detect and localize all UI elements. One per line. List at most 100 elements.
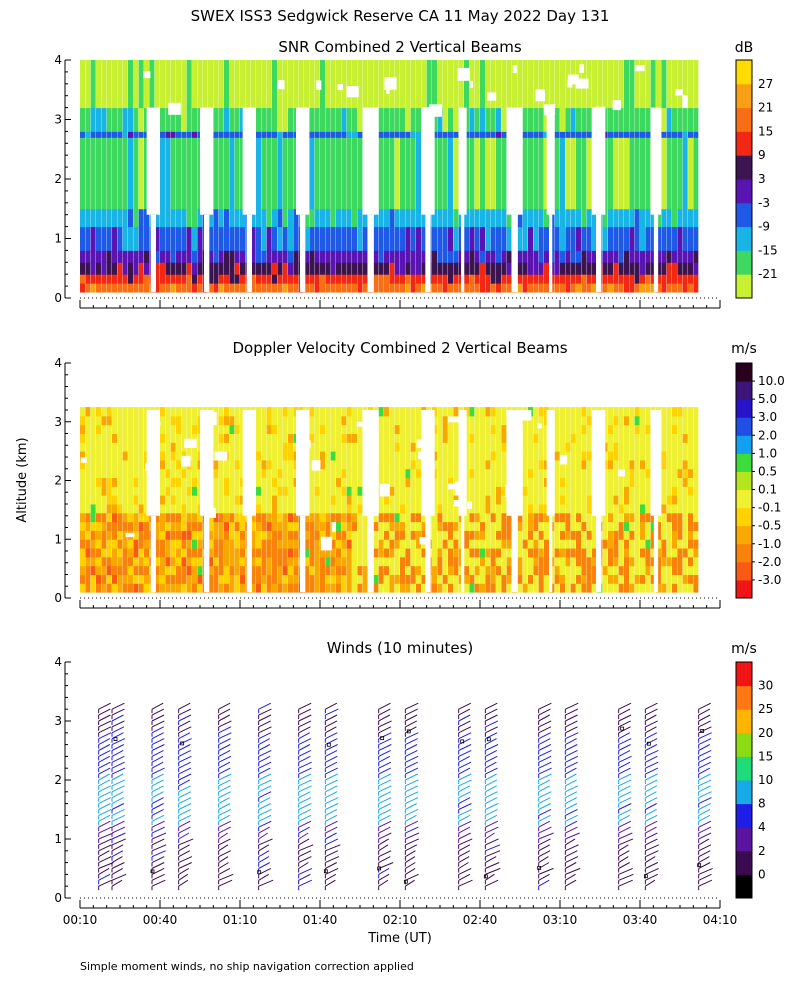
doppler-cell [160,548,165,558]
doppler-cell [490,574,496,584]
snr-cell [272,60,277,109]
doppler-speckle [505,485,516,497]
doppler-cell [330,433,336,443]
doppler-cell [357,486,363,496]
doppler-cell [192,468,197,479]
snr-cell [309,274,315,284]
wind-barb [618,867,633,875]
doppler-cell [144,415,149,426]
snr-cell [480,262,485,275]
doppler-cell [138,504,144,514]
doppler-cell [128,407,133,417]
doppler-cell [240,459,245,470]
doppler-cell [277,407,283,417]
doppler-cell [378,433,384,443]
doppler-cell [677,468,683,479]
snr-cell [288,208,293,228]
doppler-cell [85,407,91,417]
doppler-cell [400,415,405,426]
doppler-cell [565,459,571,470]
wind-barb [298,720,312,728]
snr-cell [570,274,576,284]
doppler-cell [410,495,416,505]
doppler-cell [480,539,485,549]
snr-cell [357,137,363,210]
doppler-cell [560,504,565,514]
doppler-cell [288,442,293,452]
doppler-cell [133,407,139,417]
snr-cell [490,274,496,284]
doppler-cell [293,433,299,443]
doppler-cell [565,415,571,426]
wind-barb [565,738,577,746]
doppler-cell [373,574,379,584]
doppler-cell [586,583,592,593]
snr-cell [362,208,368,228]
snr-cell [538,107,544,132]
doppler-cell [309,477,315,487]
wind-barb [458,744,472,751]
snr-cell [640,208,645,228]
doppler-cell [485,565,491,575]
snr-cell [80,250,85,263]
doppler-cell [400,574,405,584]
doppler-cell [656,556,661,567]
doppler-cell [661,512,667,523]
doppler-cell [165,539,171,549]
snr-cell [208,274,213,284]
doppler-cell [144,407,149,417]
doppler-gap [596,515,602,593]
snr-cell [560,262,565,275]
wind-barb [458,791,472,799]
wind-barb [485,720,499,728]
snr-cell [170,137,176,210]
doppler-cell [490,424,496,434]
snr-cell [170,131,176,138]
doppler-cell [85,539,91,549]
snr-cell [432,250,437,263]
wind-barb [645,720,658,728]
doppler-cell [304,548,309,558]
snr-gap [549,214,553,293]
wind-barb [178,867,190,875]
doppler-cell [101,407,107,417]
wind-barb [151,867,165,875]
colorbar-cell [736,507,752,527]
doppler-cell [229,486,235,496]
snr-cell [554,283,560,293]
wind-barb [565,744,578,751]
doppler-cell [266,574,272,584]
snr-cell [106,226,112,251]
doppler-cell [336,486,341,496]
doppler-cell [117,565,123,575]
doppler-cell [634,459,640,470]
doppler-cell [677,407,683,417]
doppler-cell [336,468,341,479]
snr-cell [352,262,357,275]
snr-cell [117,226,123,251]
snr-gap [421,107,435,215]
doppler-cell [133,424,139,434]
doppler-cell [672,495,677,505]
doppler-cell [496,539,501,549]
doppler-cell [528,574,533,584]
doppler-cell [224,495,229,505]
doppler-cell [410,521,416,531]
doppler-cell [85,574,91,584]
snr-cell [474,274,480,284]
doppler-cell [608,451,613,461]
doppler-cell [405,512,411,523]
doppler-cell [192,486,197,496]
snr-cell [176,274,181,284]
doppler-cell [128,504,133,514]
wind-barb [698,850,711,858]
doppler-cell [181,565,187,575]
doppler-cell [480,451,485,461]
snr-cell [501,60,507,109]
doppler-cell [106,495,112,505]
snr-cell [330,107,336,132]
snr-speckle [675,89,683,96]
doppler-cell [261,565,267,575]
wind-barb [405,708,418,716]
snr-cell [160,250,165,263]
